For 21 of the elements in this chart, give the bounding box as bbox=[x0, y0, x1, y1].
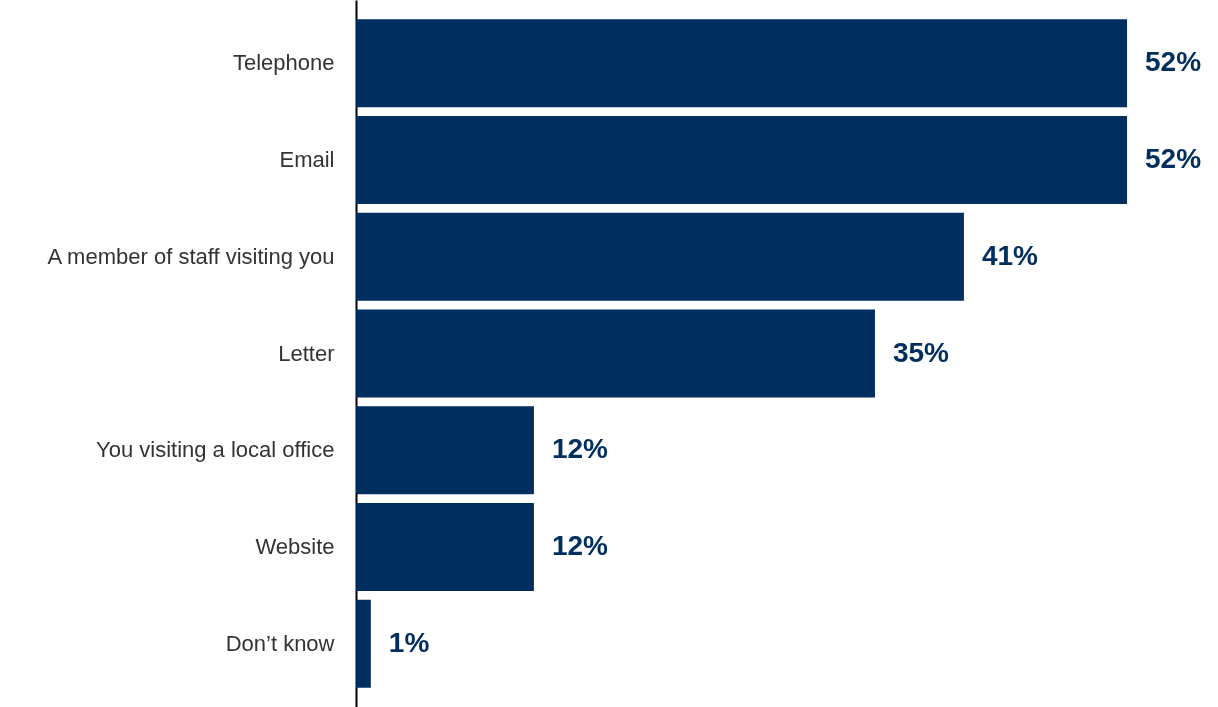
bar bbox=[356, 502, 534, 591]
y-tick-label: Telephone bbox=[232, 50, 335, 76]
bar bbox=[356, 599, 371, 688]
bar bbox=[356, 19, 1128, 108]
data-label: 1% bbox=[388, 626, 430, 658]
data-label: 35% bbox=[892, 336, 950, 368]
y-tick-label: You visiting a local office bbox=[96, 437, 335, 463]
data-label: 12% bbox=[551, 529, 609, 561]
bar bbox=[356, 212, 964, 301]
data-label: 52% bbox=[1145, 46, 1202, 78]
data-label: 12% bbox=[551, 433, 609, 465]
y-tick-label: A member of staff visiting you bbox=[47, 243, 335, 269]
bar bbox=[356, 116, 1128, 205]
y-tick-label: Don’t know bbox=[225, 630, 335, 656]
bar bbox=[356, 309, 875, 398]
y-tick-label: Letter bbox=[278, 340, 335, 366]
bar bbox=[356, 406, 534, 495]
y-tick-label: Email bbox=[279, 147, 335, 173]
y-tick-label: Website bbox=[255, 533, 335, 559]
data-label: 41% bbox=[981, 239, 1039, 271]
data-label: 52% bbox=[1145, 143, 1202, 175]
